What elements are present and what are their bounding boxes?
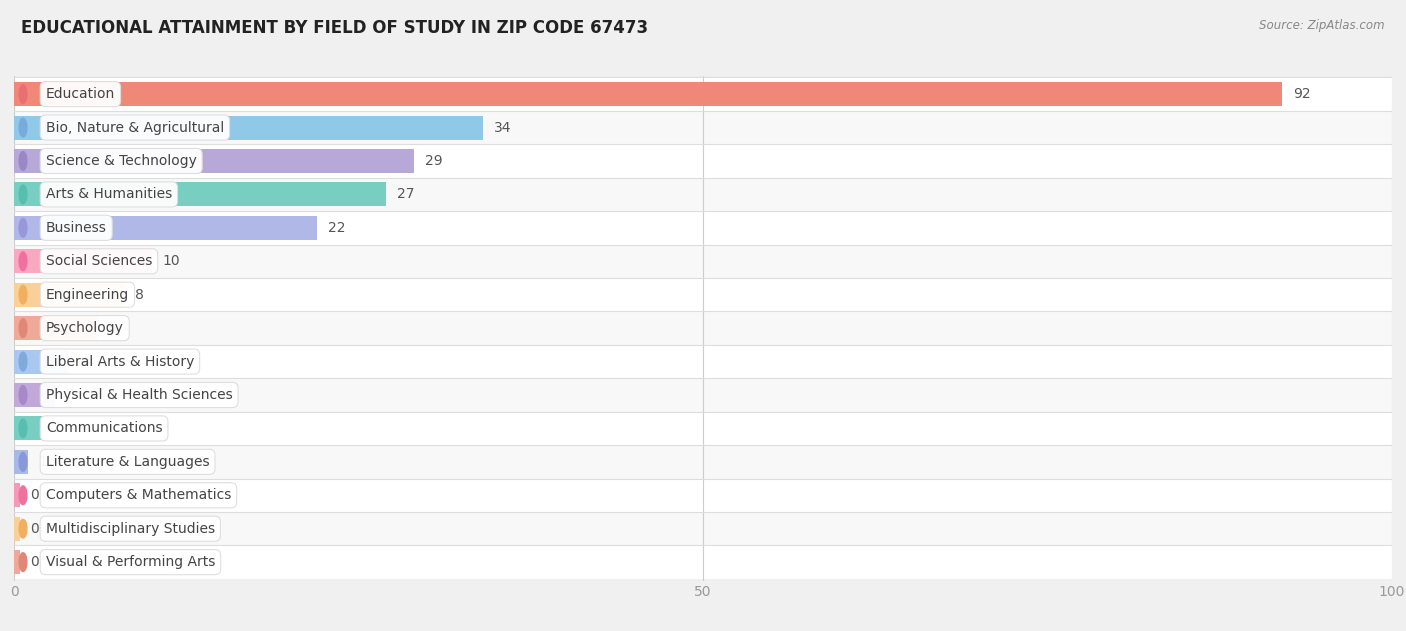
Bar	[14, 249, 152, 273]
Text: Social Sciences: Social Sciences	[46, 254, 152, 268]
Bar	[14, 483, 20, 507]
FancyBboxPatch shape	[14, 278, 1392, 312]
Circle shape	[20, 118, 27, 137]
Circle shape	[20, 553, 27, 572]
FancyBboxPatch shape	[14, 178, 1392, 211]
Text: Business: Business	[46, 221, 107, 235]
Circle shape	[20, 486, 27, 505]
Text: Arts & Humanities: Arts & Humanities	[46, 187, 172, 201]
Bar	[14, 450, 28, 474]
Text: 0: 0	[31, 555, 39, 569]
Circle shape	[20, 185, 27, 204]
Circle shape	[20, 519, 27, 538]
FancyBboxPatch shape	[14, 411, 1392, 445]
Text: Education: Education	[46, 87, 115, 101]
Text: 34: 34	[494, 121, 510, 134]
Bar	[14, 115, 482, 139]
Bar	[14, 350, 69, 374]
Text: Computers & Mathematics: Computers & Mathematics	[46, 488, 231, 502]
Circle shape	[20, 85, 27, 103]
Text: Liberal Arts & History: Liberal Arts & History	[46, 355, 194, 369]
FancyBboxPatch shape	[14, 312, 1392, 345]
Text: 27: 27	[396, 187, 415, 201]
Text: Source: ZipAtlas.com: Source: ZipAtlas.com	[1260, 19, 1385, 32]
Bar	[14, 517, 20, 541]
Text: Engineering: Engineering	[46, 288, 129, 302]
Bar	[14, 416, 42, 440]
Circle shape	[20, 419, 27, 438]
Text: Physical & Health Sciences: Physical & Health Sciences	[46, 388, 232, 402]
Circle shape	[20, 386, 27, 404]
Text: 4: 4	[80, 355, 89, 369]
FancyBboxPatch shape	[14, 378, 1392, 411]
FancyBboxPatch shape	[14, 545, 1392, 579]
Text: 8: 8	[135, 288, 145, 302]
Circle shape	[20, 218, 27, 237]
Bar	[14, 82, 1282, 106]
Text: 29: 29	[425, 154, 443, 168]
Bar	[14, 149, 413, 173]
Bar	[14, 550, 20, 574]
Bar	[14, 283, 124, 307]
Text: Communications: Communications	[46, 422, 162, 435]
Text: Bio, Nature & Agricultural: Bio, Nature & Agricultural	[46, 121, 224, 134]
FancyBboxPatch shape	[14, 512, 1392, 545]
Text: Multidisciplinary Studies: Multidisciplinary Studies	[46, 522, 215, 536]
Circle shape	[20, 252, 27, 271]
Text: 0: 0	[31, 488, 39, 502]
FancyBboxPatch shape	[14, 345, 1392, 378]
FancyBboxPatch shape	[14, 245, 1392, 278]
FancyBboxPatch shape	[14, 78, 1392, 111]
Text: 2: 2	[52, 422, 62, 435]
Bar	[14, 316, 97, 340]
FancyBboxPatch shape	[14, 211, 1392, 245]
FancyBboxPatch shape	[14, 445, 1392, 478]
Text: 10: 10	[163, 254, 180, 268]
Text: 3: 3	[66, 388, 75, 402]
Circle shape	[20, 285, 27, 304]
Text: Literature & Languages: Literature & Languages	[46, 455, 209, 469]
Text: 6: 6	[108, 321, 117, 335]
Circle shape	[20, 452, 27, 471]
Bar	[14, 182, 387, 206]
Circle shape	[20, 319, 27, 338]
Bar	[14, 216, 318, 240]
FancyBboxPatch shape	[14, 478, 1392, 512]
Text: 22: 22	[328, 221, 346, 235]
Text: 1: 1	[39, 455, 48, 469]
Circle shape	[20, 151, 27, 170]
Bar	[14, 383, 55, 407]
Circle shape	[20, 352, 27, 371]
Text: Psychology: Psychology	[46, 321, 124, 335]
Text: 92: 92	[1292, 87, 1310, 101]
FancyBboxPatch shape	[14, 111, 1392, 144]
Text: 0: 0	[31, 522, 39, 536]
Text: Visual & Performing Arts: Visual & Performing Arts	[46, 555, 215, 569]
FancyBboxPatch shape	[14, 144, 1392, 178]
Text: Science & Technology: Science & Technology	[46, 154, 197, 168]
Text: EDUCATIONAL ATTAINMENT BY FIELD OF STUDY IN ZIP CODE 67473: EDUCATIONAL ATTAINMENT BY FIELD OF STUDY…	[21, 19, 648, 37]
